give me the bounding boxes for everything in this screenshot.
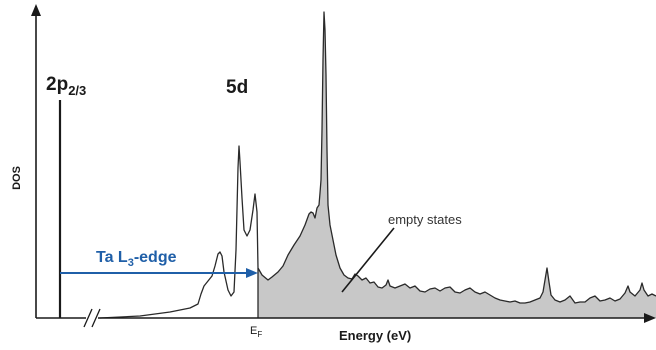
empty-states-pointer [341,227,395,293]
dos-curve [99,11,656,319]
empty-states-area [258,12,656,318]
x-axis-arrowhead [644,313,656,323]
empty-states-label: empty states [388,212,462,227]
y-axis-label: DOS [11,166,23,190]
x-axis-label: Energy (eV) [339,328,411,343]
edge-label: Ta L3-edge [96,249,177,269]
excitation-arrow-head [246,268,258,278]
core-level-label: 2p2/3 [46,74,86,98]
axis-break [83,308,101,328]
band-label: 5d [226,77,248,98]
fermi-label: EF [250,325,262,339]
y-axis-arrowhead [31,4,41,16]
